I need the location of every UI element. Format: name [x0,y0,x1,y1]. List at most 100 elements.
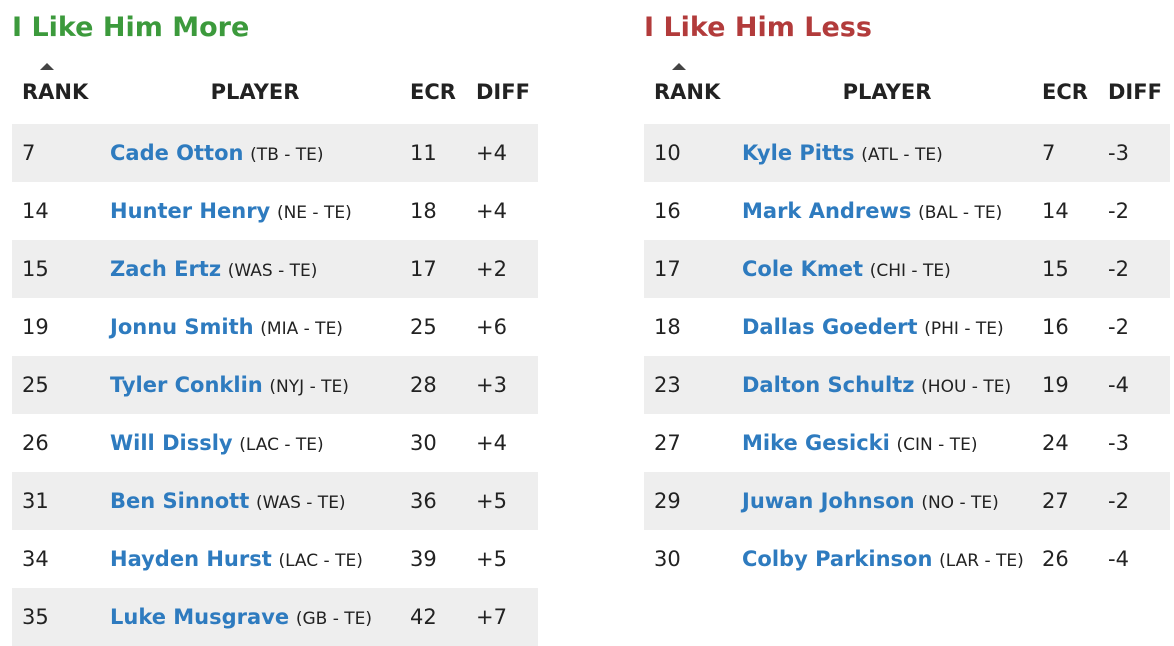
player-cell: Tyler Conklin (NYJ - TE) [100,356,400,414]
diff-cell: +5 [476,547,507,571]
ecr-cell: 25 [410,315,437,339]
diff-cell: -2 [1108,489,1129,513]
column-header[interactable]: DIFF [476,80,530,104]
page: I Like Him More RANK PLAYER ECR DIFF 7 Cade Ot… [12,12,1170,646]
column-header[interactable]: DIFF [1108,80,1162,104]
panel-title: I Like Him Less [644,12,872,43]
rankings-table: RANK PLAYER ECR DIFF 10 Kyle Pitts (ATL - TE)… [644,60,1170,588]
player-row: 17 Cole Kmet (CHI - TE) 15 -2 [644,240,1170,298]
player-team: (CIN - TE) [896,435,978,455]
player-row: 16 Mark Andrews (BAL - TE) 14 -2 [644,182,1170,240]
rankings-table: RANK PLAYER ECR DIFF 7 Cade Otton (TB - TE) 11… [12,60,538,646]
player-row: 34 Hayden Hurst (LAC - TE) 39 +5 [12,530,538,588]
column-header[interactable]: RANK [12,60,100,124]
player-row: 19 Jonnu Smith (MIA - TE) 25 +6 [12,298,538,356]
player-name[interactable]: Colby Parkinson [742,547,933,571]
diff-cell: +6 [476,315,507,339]
player-name[interactable]: Hayden Hurst [110,547,272,571]
diff-cell: -2 [1108,199,1129,223]
diff-cell: +4 [476,199,507,223]
ecr-cell: 19 [1042,373,1069,397]
player-team: (LAC - TE) [278,551,363,571]
rank-cell: 18 [654,315,681,339]
diff-cell: +3 [476,373,507,397]
rank-cell: 34 [22,547,49,571]
rank-cell: 15 [22,257,49,281]
diff-cell: -4 [1108,373,1129,397]
player-name[interactable]: Kyle Pitts [742,141,855,165]
player-team: (ATL - TE) [861,145,943,165]
player-name[interactable]: Cade Otton [110,141,244,165]
table-body: 10 Kyle Pitts (ATL - TE) 7 -3 16 Mark Andrews… [644,124,1170,588]
player-cell: Kyle Pitts (ATL - TE) [732,124,1032,182]
player-name[interactable]: Tyler Conklin [110,373,263,397]
player-name[interactable]: Mike Gesicki [742,431,890,455]
ecr-cell: 27 [1042,489,1069,513]
player-name[interactable]: Mark Andrews [742,199,912,223]
rank-cell: 7 [22,141,36,165]
rank-cell: 16 [654,199,681,223]
ecr-cell: 7 [1042,141,1056,165]
column-header[interactable]: ECR [1042,80,1088,104]
player-name[interactable]: Zach Ertz [110,257,222,281]
rank-cell: 17 [654,257,681,281]
player-row: 25 Tyler Conklin (NYJ - TE) 28 +3 [12,356,538,414]
player-row: 23 Dalton Schultz (HOU - TE) 19 -4 [644,356,1170,414]
player-name[interactable]: Hunter Henry [110,199,271,223]
player-name[interactable]: Juwan Johnson [742,489,915,513]
diff-cell: -3 [1108,431,1129,455]
ecr-cell: 16 [1042,315,1069,339]
column-header[interactable]: ECR [410,80,456,104]
diff-cell: +5 [476,489,507,513]
player-cell: Juwan Johnson (NO - TE) [732,472,1032,530]
column-header[interactable]: PLAYER [842,80,932,104]
table-header: RANK PLAYER ECR DIFF [644,60,1170,124]
player-team: (NYJ - TE) [269,377,349,397]
player-cell: Colby Parkinson (LAR - TE) [732,530,1032,588]
player-name[interactable]: Will Dissly [110,431,233,455]
ecr-cell: 24 [1042,431,1069,455]
player-cell: Ben Sinnott (WAS - TE) [100,472,400,530]
diff-cell: +4 [476,141,507,165]
table-header: RANK PLAYER ECR DIFF [12,60,538,124]
player-team: (NO - TE) [921,493,999,513]
player-team: (HOU - TE) [921,377,1012,397]
rank-cell: 19 [22,315,49,339]
header-row: RANK PLAYER ECR DIFF [12,60,538,124]
player-row: 15 Zach Ertz (WAS - TE) 17 +2 [12,240,538,298]
player-row: 14 Hunter Henry (NE - TE) 18 +4 [12,182,538,240]
panel-title: I Like Him More [12,12,250,43]
diff-cell: +7 [476,605,507,629]
diff-cell: +2 [476,257,507,281]
player-name[interactable]: Ben Sinnott [110,489,250,513]
diff-cell: -4 [1108,547,1129,571]
ecr-cell: 39 [410,547,437,571]
player-row: 31 Ben Sinnott (WAS - TE) 36 +5 [12,472,538,530]
table-body: 7 Cade Otton (TB - TE) 11 +4 14 Hunter Henry … [12,124,538,646]
player-cell: Hunter Henry (NE - TE) [100,182,400,240]
player-cell: Hayden Hurst (LAC - TE) [100,530,400,588]
column-header[interactable]: PLAYER [210,80,300,104]
player-name[interactable]: Dalton Schultz [742,373,915,397]
sort-arrow [40,63,54,70]
player-team: (GB - TE) [295,609,372,629]
rank-cell: 25 [22,373,49,397]
player-name[interactable]: Dallas Goedert [742,315,918,339]
player-name[interactable]: Luke Musgrave [110,605,290,629]
player-team: (MIA - TE) [260,319,343,339]
player-team: (WAS - TE) [227,261,318,281]
player-cell: Dallas Goedert (PHI - TE) [732,298,1032,356]
ecr-cell: 36 [410,489,437,513]
player-team: (PHI - TE) [924,319,1004,339]
player-row: 26 Will Dissly (LAC - TE) 30 +4 [12,414,538,472]
player-row: 7 Cade Otton (TB - TE) 11 +4 [12,124,538,182]
player-team: (WAS - TE) [255,493,346,513]
player-cell: Dalton Schultz (HOU - TE) [732,356,1032,414]
player-team: (NE - TE) [276,203,352,223]
player-cell: Cade Otton (TB - TE) [100,124,400,182]
player-name[interactable]: Cole Kmet [742,257,864,281]
player-name[interactable]: Jonnu Smith [110,315,254,339]
rank-cell: 26 [22,431,49,455]
column-header[interactable]: RANK [644,60,732,124]
player-row: 29 Juwan Johnson (NO - TE) 27 -2 [644,472,1170,530]
